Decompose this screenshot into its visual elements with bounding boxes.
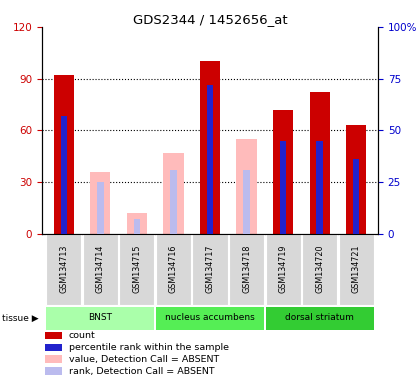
Text: nucleus accumbens: nucleus accumbens (165, 313, 255, 323)
FancyBboxPatch shape (302, 234, 337, 305)
Text: GSM134718: GSM134718 (242, 244, 251, 293)
Bar (45, 356, 62, 363)
FancyBboxPatch shape (156, 234, 191, 305)
FancyBboxPatch shape (229, 234, 264, 305)
FancyBboxPatch shape (265, 307, 374, 329)
Text: percentile rank within the sample: percentile rank within the sample (69, 343, 229, 352)
Bar (353, 159, 360, 233)
FancyBboxPatch shape (339, 234, 374, 305)
Text: count: count (69, 331, 96, 340)
Bar (45, 332, 62, 339)
Bar (45, 367, 62, 375)
Bar (127, 213, 147, 233)
Bar (280, 141, 286, 233)
Bar (310, 93, 330, 233)
Text: value, Detection Call = ABSENT: value, Detection Call = ABSENT (69, 355, 219, 364)
Bar (273, 109, 293, 233)
FancyBboxPatch shape (46, 307, 155, 329)
Bar (200, 61, 220, 233)
Text: GSM134716: GSM134716 (169, 244, 178, 293)
Bar (60, 116, 67, 233)
Bar (207, 85, 213, 233)
FancyBboxPatch shape (192, 234, 228, 305)
FancyBboxPatch shape (46, 234, 81, 305)
Text: dorsal striatum: dorsal striatum (285, 313, 354, 323)
FancyBboxPatch shape (119, 234, 155, 305)
Bar (97, 182, 104, 233)
Bar (316, 141, 323, 233)
Bar (54, 75, 74, 233)
Bar (243, 170, 250, 233)
Bar (170, 170, 177, 233)
Text: GSM134719: GSM134719 (278, 244, 288, 293)
Bar (346, 125, 366, 233)
FancyBboxPatch shape (83, 234, 118, 305)
FancyBboxPatch shape (265, 234, 301, 305)
Text: GSM134713: GSM134713 (59, 244, 68, 293)
Text: rank, Detection Call = ABSENT: rank, Detection Call = ABSENT (69, 367, 215, 376)
Title: GDS2344 / 1452656_at: GDS2344 / 1452656_at (133, 13, 287, 26)
Text: GSM134715: GSM134715 (132, 244, 142, 293)
Text: tissue ▶: tissue ▶ (2, 314, 39, 323)
Bar (45, 344, 62, 351)
Text: GSM134717: GSM134717 (205, 244, 215, 293)
Bar (236, 139, 257, 233)
FancyBboxPatch shape (156, 307, 264, 329)
Text: GSM134721: GSM134721 (352, 244, 361, 293)
Text: BNST: BNST (89, 313, 113, 323)
Text: GSM134720: GSM134720 (315, 244, 324, 293)
Text: GSM134714: GSM134714 (96, 244, 105, 293)
Bar (134, 219, 140, 233)
Bar (90, 172, 110, 233)
Bar (163, 153, 184, 233)
